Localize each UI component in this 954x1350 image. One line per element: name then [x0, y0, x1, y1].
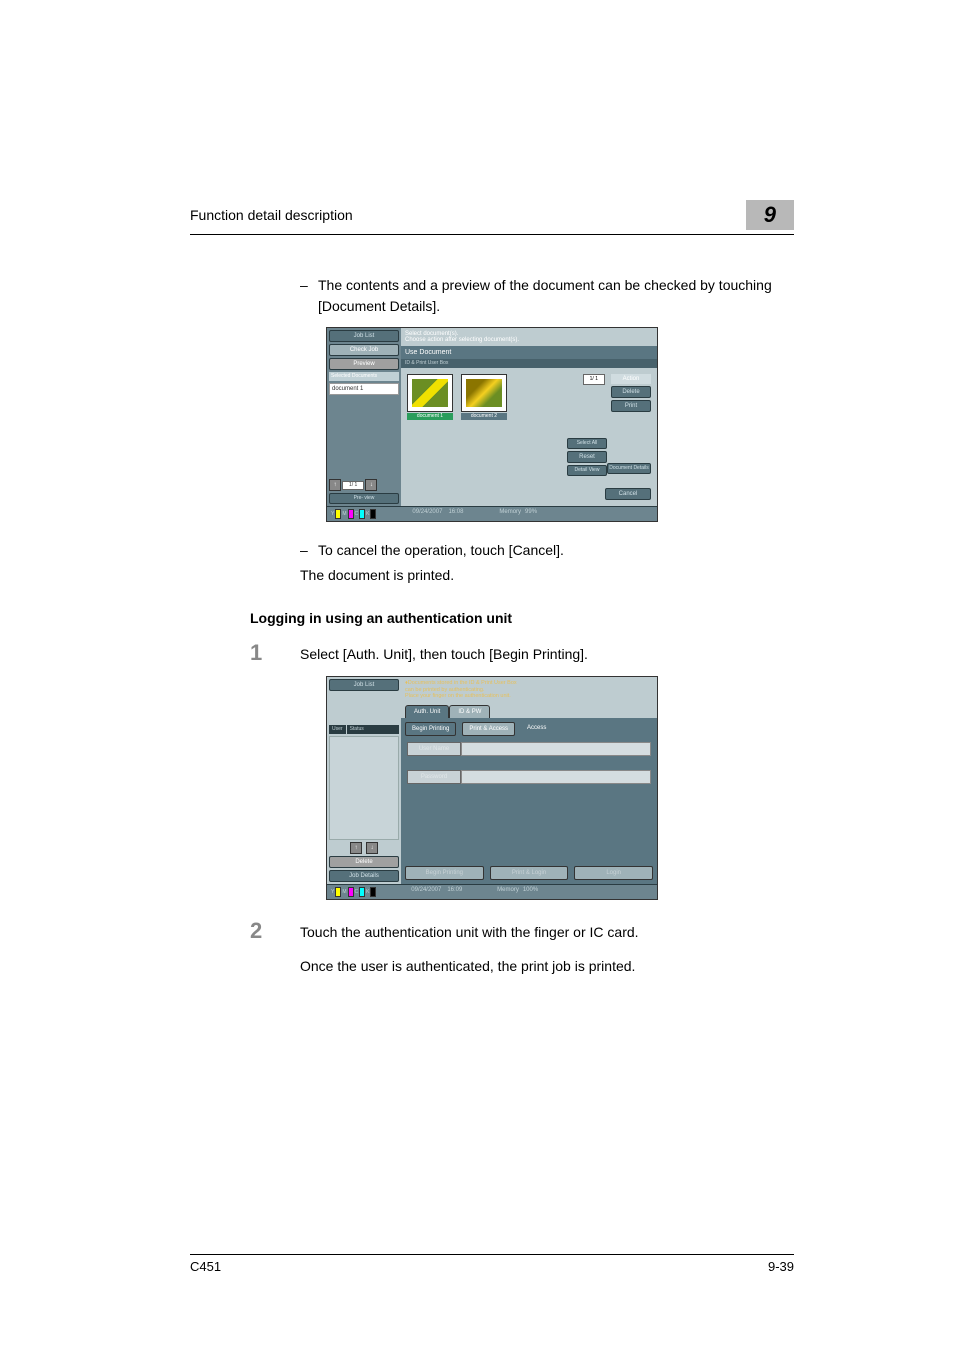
- down-arrow-button[interactable]: ↓: [366, 842, 378, 854]
- username-label: User Name: [407, 742, 461, 756]
- document-details-button[interactable]: Document Details: [607, 463, 651, 474]
- begin-printing-button[interactable]: Begin Printing: [405, 866, 484, 880]
- print-login-button[interactable]: Print & Login: [490, 866, 569, 880]
- detail-view-button[interactable]: Detail View: [567, 465, 607, 477]
- cancel-button[interactable]: Cancel: [605, 488, 651, 500]
- job-list-button[interactable]: Job List: [329, 330, 399, 342]
- select-all-button[interactable]: Select All: [567, 438, 607, 449]
- body-text: The document is printed.: [300, 565, 794, 586]
- page-indicator-right: 1/ 1: [583, 374, 605, 385]
- thumb-label-1: document 1: [407, 413, 453, 420]
- auth-msg-1: ♦Documents stored in the ID & Print User…: [405, 680, 517, 687]
- memory-label: Memory: [497, 887, 519, 897]
- action-label: Action: [611, 374, 651, 384]
- preview-button[interactable]: Preview: [329, 358, 399, 370]
- chapter-number: 9: [746, 200, 794, 230]
- step-number: 1: [250, 640, 300, 666]
- footer-date: 09/24/2007: [412, 509, 442, 519]
- id-pw-tab[interactable]: ID & PW: [449, 705, 490, 718]
- delete-button[interactable]: Delete: [329, 856, 399, 868]
- job-list-area: [329, 736, 399, 840]
- screenshot-auth-unit: Job List User Status ↑ ↓ Delete Job Deta…: [326, 676, 658, 900]
- bullet-item: – The contents and a preview of the docu…: [300, 275, 794, 317]
- print-button[interactable]: Print: [611, 400, 651, 412]
- auth-msg-2: can be printed by authenticating.: [405, 687, 485, 694]
- footer-time: 16:08: [448, 509, 463, 519]
- memory-pct: 99%: [525, 509, 537, 519]
- job-details-button[interactable]: Job Details: [329, 870, 399, 882]
- up-arrow-button[interactable]: ↑: [329, 479, 341, 491]
- memory-pct: 100%: [523, 887, 538, 897]
- preview-footer-button[interactable]: Pre- view: [329, 493, 399, 504]
- selected-documents-label: Selected Documents: [329, 372, 399, 381]
- step-text-2: Once the user is authenticated, the prin…: [300, 952, 639, 974]
- auth-msg-3: Place your finger on the authentication …: [405, 693, 511, 700]
- document-thumbnail-2[interactable]: [461, 374, 507, 412]
- bullet-dash: –: [300, 275, 318, 317]
- toner-indicator: Y M C K: [331, 887, 376, 897]
- print-access-option[interactable]: Print & Access: [462, 722, 515, 736]
- footer-time: 16:09: [447, 887, 462, 897]
- toner-indicator: Y M C K: [331, 509, 376, 519]
- reset-button[interactable]: Reset: [567, 451, 607, 463]
- document-thumbnail-1[interactable]: [407, 374, 453, 412]
- auth-unit-tab[interactable]: Auth. Unit: [405, 705, 449, 718]
- access-option[interactable]: Access: [521, 722, 552, 736]
- use-document-title: Use Document: [401, 346, 657, 359]
- page-footer: C451 9-39: [190, 1254, 794, 1274]
- username-input[interactable]: [461, 742, 651, 756]
- job-list-button[interactable]: Job List: [329, 679, 399, 691]
- login-button[interactable]: Login: [574, 866, 653, 880]
- status-header: User Status: [329, 725, 399, 734]
- selected-doc-item[interactable]: document 1: [329, 383, 399, 395]
- page-indicator: 1/ 1: [342, 481, 364, 490]
- status-col-label: Status: [347, 725, 399, 734]
- step-number: 2: [250, 918, 300, 974]
- page-header: Function detail description 9: [190, 200, 794, 235]
- memory-label: Memory: [499, 509, 521, 519]
- user-col-label: User: [329, 725, 346, 734]
- down-arrow-button[interactable]: ↓: [365, 479, 377, 491]
- bullet-dash: –: [300, 540, 318, 561]
- page-number: 9-39: [768, 1259, 794, 1274]
- delete-button[interactable]: Delete: [611, 386, 651, 398]
- box-name-label: ID & Print User Box: [401, 359, 657, 368]
- bullet-text: The contents and a preview of the docume…: [318, 275, 794, 317]
- bullet-text: To cancel the operation, touch [Cancel].: [318, 540, 564, 561]
- up-arrow-button[interactable]: ↑: [350, 842, 362, 854]
- header-title: Function detail description: [190, 207, 353, 223]
- screenshot-document-details: Job List Check Job Preview Selected Docu…: [326, 327, 658, 522]
- model-label: C451: [190, 1259, 221, 1274]
- password-label: Password: [407, 770, 461, 784]
- bullet-item: – To cancel the operation, touch [Cancel…: [300, 540, 794, 561]
- instruction-line2: Choose action after selecting document(s…: [405, 337, 653, 343]
- footer-date: 09/24/2007: [411, 887, 441, 897]
- step-text: Select [Auth. Unit], then touch [Begin P…: [300, 640, 588, 666]
- check-job-button[interactable]: Check Job: [329, 344, 399, 356]
- step-text: Touch the authentication unit with the f…: [300, 918, 639, 940]
- password-input[interactable]: [461, 770, 651, 784]
- thumb-label-2: document 2: [461, 413, 507, 420]
- begin-printing-option[interactable]: Begin Printing: [405, 722, 456, 736]
- section-heading: Logging in using an authentication unit: [250, 610, 794, 626]
